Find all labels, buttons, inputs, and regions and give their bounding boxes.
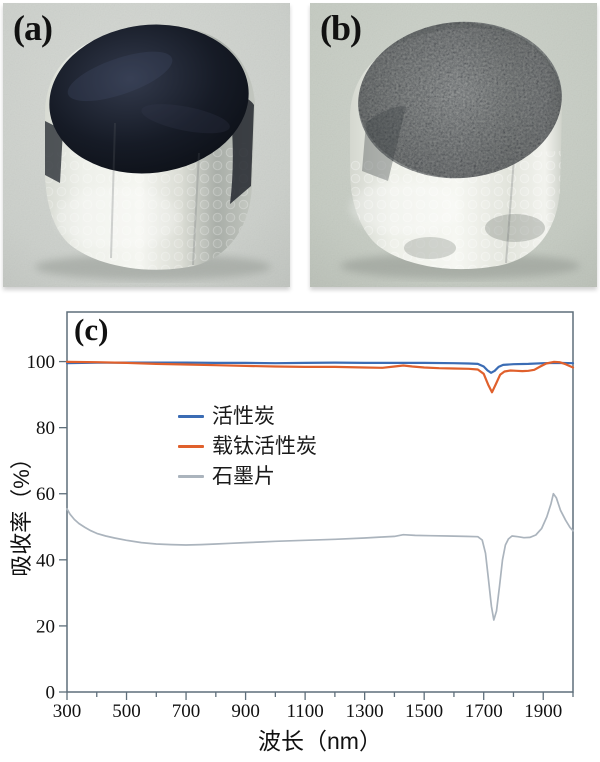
x-tick-label: 900 [231,701,260,722]
panel-label-c: (c) [74,312,109,347]
x-tick-label: 1500 [405,701,443,722]
x-tick-label: 1100 [286,701,323,722]
series-line-0 [65,361,575,374]
legend-line-swatch-blue [178,414,204,418]
y-tick-label: 0 [46,683,56,704]
sample-top-face [49,24,249,174]
photo-panel-b: (b) [310,3,597,287]
wrap-smudge [404,237,456,259]
panel-label-a: (a) [13,8,53,48]
x-axis-title: 波长（nm） [258,728,382,754]
x-tick-label: 300 [53,701,82,722]
legend-label: 石墨片 [212,464,275,488]
y-tick-label: 40 [36,550,55,571]
x-tick-label: 1300 [346,701,384,722]
top-sheen [141,104,230,134]
y-tick-label: 80 [36,418,55,439]
wrap-smudge [485,214,545,242]
legend-line-swatch-orange [178,444,204,448]
chart-legend: 活性炭 载钛活性炭 石墨片 [178,401,317,491]
wrap-facet-line [505,157,515,264]
x-tick-label: 1900 [524,701,562,722]
absorption-chart-panel: 300 500 700 900 1100 1300 1500 1700 1900 0 20 40 60 8… [0,300,600,762]
x-tick-label: 700 [172,701,201,722]
photo-a-image [3,3,290,287]
photo-b-image [310,3,597,287]
legend-line-swatch-gray [178,474,204,478]
legend-item-ti-loaded-carbon: 载钛活性炭 [178,431,317,461]
legend-label: 活性炭 [212,404,275,428]
absorption-spectra-chart: 300 500 700 900 1100 1300 1500 1700 1900 0 20 40 60 8… [27,311,575,722]
y-tick-label: 100 [27,352,56,373]
y-tick-label: 20 [36,616,55,637]
sample-top-face-shade [358,22,562,178]
wrap-facet-line [110,122,116,259]
panel-label-b: (b) [320,8,362,48]
series-line-2 [66,492,574,621]
series-line-1 [65,360,575,394]
legend-item-activated-carbon: 活性炭 [178,401,317,431]
top-sheen [67,51,173,102]
wrap-dark-left [45,121,63,183]
wrap-highlight [350,182,460,234]
y-axis-title: 吸收率（%） [9,447,34,577]
wrap-highlight [56,188,180,248]
legend-item-graphite-sheet: 石墨片 [178,461,317,491]
x-tick-label: 500 [112,701,141,722]
y-tick-label: 60 [36,484,55,505]
legend-label: 载钛活性炭 [212,434,317,458]
wrap-facet-line [192,152,200,266]
x-tick-label: 1700 [465,701,503,722]
plot-border [66,311,574,693]
rim-dark-left [362,105,406,181]
photo-panel-a: (a) [3,3,290,287]
